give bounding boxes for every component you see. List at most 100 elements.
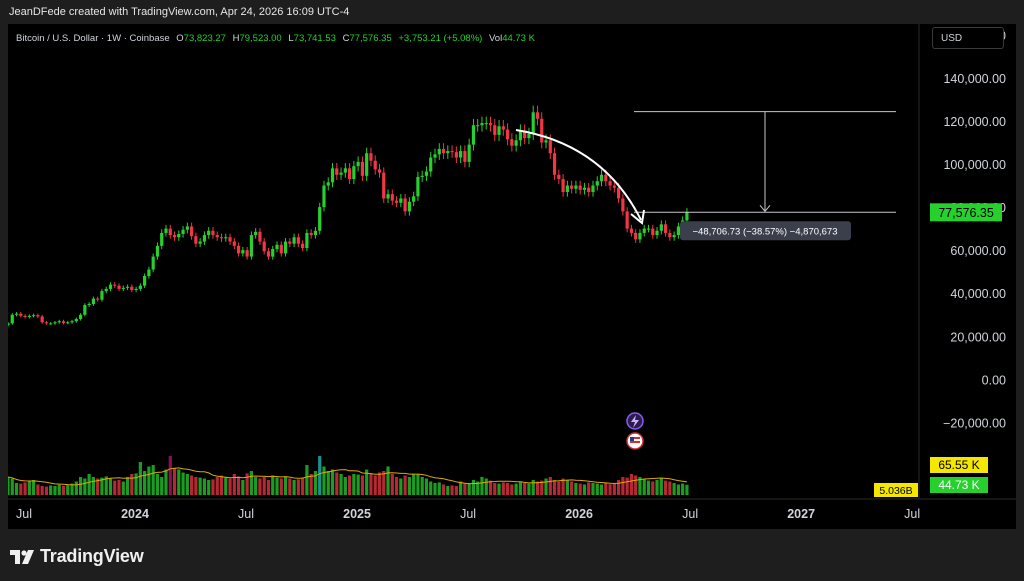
volume-bar xyxy=(634,475,638,495)
candle-body xyxy=(407,201,411,212)
candle-body xyxy=(245,250,249,257)
volume-bar xyxy=(646,480,651,495)
measure-label-box xyxy=(680,221,851,241)
candle-body xyxy=(612,185,616,188)
volume-bar xyxy=(638,477,642,495)
volume-bar xyxy=(386,466,390,495)
volume-bar xyxy=(642,478,646,495)
candle-body xyxy=(78,314,83,320)
candle-body xyxy=(514,140,518,146)
volume-bar xyxy=(416,474,420,495)
candle-body xyxy=(424,171,429,176)
measure-arrow-head xyxy=(759,204,771,213)
candle-body xyxy=(450,151,454,153)
volume-bar xyxy=(91,477,95,495)
volume-bar xyxy=(207,480,211,495)
candle-body xyxy=(326,182,330,186)
candle-body xyxy=(617,187,621,199)
volume-bar xyxy=(676,484,680,495)
volume-bar xyxy=(352,474,356,495)
candle-body xyxy=(279,244,283,254)
candle-body xyxy=(527,133,531,139)
candle-body xyxy=(275,244,279,250)
volume-bar xyxy=(497,483,501,495)
candle-body xyxy=(143,276,147,286)
x-tick-label: 2024 xyxy=(121,507,149,521)
candle-body xyxy=(544,140,548,143)
volume-bar xyxy=(433,483,437,495)
candle-body xyxy=(595,181,599,186)
candle-body xyxy=(416,176,420,197)
volume-bar xyxy=(108,478,113,495)
candle-body xyxy=(318,207,322,231)
candle-body xyxy=(369,153,373,161)
candle-body xyxy=(134,288,138,290)
volume-bar xyxy=(446,486,450,495)
candle-body xyxy=(104,288,108,292)
volume-bar xyxy=(219,475,224,495)
volume-bar xyxy=(373,475,377,495)
price-chart[interactable]: 160,000.00140,000.00120,000.00100,000.00… xyxy=(8,24,1016,529)
candle-body xyxy=(480,123,484,126)
volume-bar xyxy=(685,484,689,495)
volume-bar xyxy=(49,485,53,495)
volume-bar xyxy=(565,480,569,495)
candle-body xyxy=(505,129,510,140)
volume-bar xyxy=(471,480,476,495)
volume-bar xyxy=(288,478,292,495)
volume-bar xyxy=(454,486,458,495)
volume-bar xyxy=(275,477,279,495)
volume-bar xyxy=(57,484,61,495)
candle-body xyxy=(467,144,471,162)
chart-credit: JeanDFede created with TradingView.com, … xyxy=(9,6,350,18)
tradingview-logo-icon xyxy=(10,549,34,564)
volume-bar xyxy=(424,478,429,495)
candle-body xyxy=(540,118,544,143)
candle-body xyxy=(121,287,125,289)
volume-bar xyxy=(621,477,625,495)
candle-body xyxy=(454,152,458,158)
x-tick-label: Jul xyxy=(682,507,698,521)
volume-bar xyxy=(343,477,347,495)
currency-button[interactable]: USD xyxy=(932,27,1004,49)
volume-bar xyxy=(578,483,582,495)
candle-body xyxy=(420,175,424,177)
candle-body xyxy=(172,235,177,238)
volume-bar xyxy=(476,481,480,495)
candle-body xyxy=(322,185,326,208)
y-tick-label: 100,000.00 xyxy=(943,158,1006,172)
candle-body xyxy=(83,305,87,315)
candle-body xyxy=(531,112,535,134)
volume-bar xyxy=(369,474,373,495)
candle-body xyxy=(215,235,219,238)
candle-body xyxy=(177,234,181,238)
candle-body xyxy=(386,194,390,199)
candle-body xyxy=(676,226,680,236)
volume-bar xyxy=(224,477,228,495)
volume-bar xyxy=(484,478,488,495)
candle-body xyxy=(373,160,377,170)
close-label: C xyxy=(342,33,350,44)
flag-stripe xyxy=(630,437,640,439)
candle-body xyxy=(262,241,266,252)
candle-body xyxy=(459,151,463,158)
open-label: O xyxy=(176,33,184,44)
candle-body xyxy=(548,140,552,154)
volume-bar xyxy=(296,479,300,495)
chart-area[interactable]: 160,000.00140,000.00120,000.00100,000.00… xyxy=(8,24,1016,529)
volume-bar xyxy=(552,480,557,495)
volume-bar xyxy=(266,480,271,495)
candle-body xyxy=(463,151,467,162)
volume-bar xyxy=(283,477,288,495)
volume-bar xyxy=(463,483,467,495)
tradingview-logo[interactable]: TradingView xyxy=(10,546,144,567)
measure-label: −48,706.73 (−38.57%) −4,870,673 xyxy=(693,226,838,237)
volume-bar xyxy=(394,477,399,495)
candle-body xyxy=(429,157,433,172)
candle-body xyxy=(211,230,215,236)
volume-bar xyxy=(681,483,685,495)
volume-bar xyxy=(540,480,544,495)
volume-current-label: 44.73 K xyxy=(938,478,979,492)
volume-bar xyxy=(570,481,574,495)
volume-bar xyxy=(305,465,309,495)
